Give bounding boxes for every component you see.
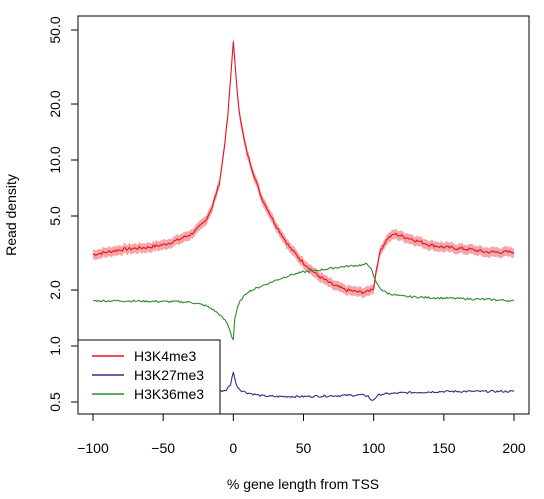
y-tick-label: 5.0	[47, 206, 63, 226]
line-h3k36me3	[92, 262, 515, 341]
legend-label: H3K4me3	[134, 348, 196, 364]
y-tick-label: 10.0	[47, 146, 63, 173]
x-tick-label: 200	[502, 440, 526, 456]
band-h3k4me3	[93, 36, 514, 299]
legend-box	[77, 339, 221, 415]
x-tick-label: 100	[362, 440, 386, 456]
confidence-bands	[93, 36, 514, 299]
legend: H3K4me3 H3K27me3 H3K36me3	[77, 339, 221, 415]
y-tick-label: 50.0	[47, 16, 63, 43]
x-axis: −100 −50 0 50 100 150 200	[77, 413, 526, 456]
y-tick-label: 2.0	[47, 280, 63, 300]
x-tick-label: 0	[229, 440, 237, 456]
line-h3k4me3	[92, 40, 515, 295]
x-tick-label: −100	[77, 440, 109, 456]
y-tick-label: 0.5	[47, 392, 63, 412]
legend-label: H3K27me3	[134, 367, 204, 383]
x-tick-label: 50	[296, 440, 312, 456]
x-tick-label: −50	[151, 440, 175, 456]
y-tick-label: 20.0	[47, 90, 63, 117]
y-axis: 0.5 1.0 2.0 5.0 10.0 20.0 50.0	[47, 16, 79, 412]
x-axis-label: % gene length from TSS	[227, 476, 379, 492]
y-axis-label: Read density	[3, 174, 19, 256]
x-tick-label: 150	[432, 440, 456, 456]
legend-label: H3K36me3	[134, 386, 204, 402]
y-tick-label: 1.0	[47, 336, 63, 356]
